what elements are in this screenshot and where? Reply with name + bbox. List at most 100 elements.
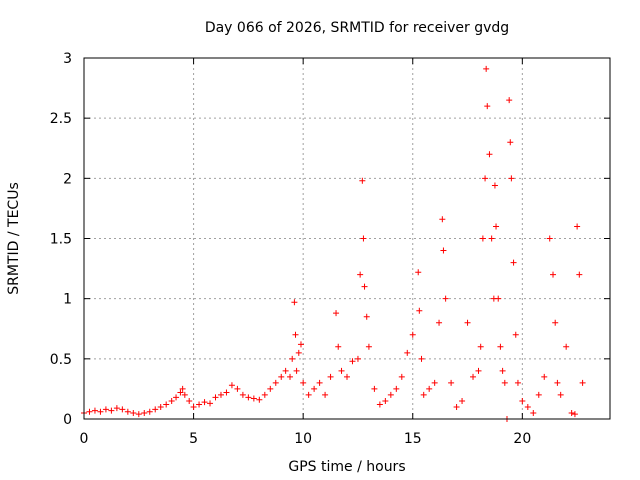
data-point xyxy=(234,385,241,392)
data-point xyxy=(297,341,304,348)
data-point xyxy=(282,367,289,374)
data-point xyxy=(322,391,329,398)
data-point xyxy=(491,182,498,189)
data-point xyxy=(359,177,366,184)
data-point xyxy=(130,409,137,416)
data-point xyxy=(146,408,153,415)
data-point xyxy=(152,406,159,413)
data-point xyxy=(568,409,575,416)
data-point xyxy=(557,391,564,398)
data-point xyxy=(576,271,583,278)
data-point xyxy=(415,269,422,276)
data-point xyxy=(256,396,263,403)
axis-ticks: 0 5 10 15 20 0 0.5 1 1.5 2 2.5 3 xyxy=(50,51,610,447)
data-point xyxy=(510,259,517,266)
data-point xyxy=(360,235,367,242)
data-point xyxy=(464,319,471,326)
y-tick-label: 0 xyxy=(63,412,72,428)
data-point xyxy=(574,223,581,230)
x-axis-label: GPS time / hours xyxy=(288,459,405,475)
data-point xyxy=(305,391,312,398)
data-point xyxy=(530,409,537,416)
data-point xyxy=(426,385,433,392)
y-tick-label: 0.5 xyxy=(50,352,72,368)
data-point xyxy=(293,367,300,374)
data-point xyxy=(416,307,423,314)
data-point xyxy=(228,382,235,389)
data-point xyxy=(409,331,416,338)
data-point xyxy=(278,373,285,380)
data-point xyxy=(186,397,193,404)
data-point xyxy=(223,389,230,396)
x-tick-label: 5 xyxy=(189,431,198,447)
data-point xyxy=(546,235,553,242)
data-point xyxy=(141,409,148,416)
data-point xyxy=(239,391,246,398)
data-point xyxy=(475,367,482,374)
grid-lines xyxy=(84,58,610,419)
data-point xyxy=(333,310,340,317)
chart-title: Day 066 of 2026, SRMTID for receiver gvd… xyxy=(205,20,509,36)
data-point xyxy=(448,379,455,386)
data-point xyxy=(393,385,400,392)
y-axis-label: SRMTID / TECUs xyxy=(6,182,22,295)
data-point xyxy=(289,355,296,362)
data-point xyxy=(108,407,115,414)
data-point xyxy=(477,343,484,350)
data-point xyxy=(212,394,219,401)
data-point xyxy=(495,295,502,302)
data-point xyxy=(512,331,519,338)
data-point xyxy=(535,391,542,398)
data-point xyxy=(571,411,578,418)
data-point xyxy=(295,349,302,356)
data-point xyxy=(272,379,279,386)
data-point xyxy=(335,343,342,350)
data-point xyxy=(501,379,508,386)
data-point xyxy=(519,397,526,404)
data-point xyxy=(201,399,208,406)
data-point xyxy=(563,343,570,350)
data-point xyxy=(459,397,466,404)
data-point xyxy=(499,367,506,374)
data-series-gvdg xyxy=(81,65,586,422)
plot-frame xyxy=(83,57,611,420)
data-point xyxy=(168,397,175,404)
x-tick-label: 0 xyxy=(80,431,89,447)
data-point xyxy=(398,373,405,380)
data-point xyxy=(316,379,323,386)
data-point xyxy=(493,223,500,230)
data-point xyxy=(524,403,531,410)
data-point xyxy=(470,373,477,380)
data-point xyxy=(354,355,361,362)
data-point xyxy=(261,391,268,398)
data-point xyxy=(287,373,294,380)
data-point xyxy=(300,379,307,386)
data-point xyxy=(554,379,561,386)
data-point xyxy=(311,385,318,392)
data-point xyxy=(439,216,446,223)
y-tick-label: 3 xyxy=(63,51,72,67)
data-point xyxy=(196,401,203,408)
data-point xyxy=(365,343,372,350)
data-point xyxy=(579,379,586,386)
data-point xyxy=(436,319,443,326)
data-point xyxy=(327,373,334,380)
y-tick-label: 1 xyxy=(63,292,72,308)
x-tick-label: 20 xyxy=(513,431,531,447)
data-point xyxy=(217,391,224,398)
data-point xyxy=(550,271,557,278)
data-point xyxy=(157,403,164,410)
data-point xyxy=(483,65,490,72)
data-point xyxy=(163,401,170,408)
x-tick-label: 10 xyxy=(294,431,312,447)
data-point xyxy=(357,271,364,278)
data-point xyxy=(181,391,188,398)
data-point xyxy=(363,313,370,320)
data-point xyxy=(177,389,184,396)
data-point xyxy=(387,391,394,398)
data-point xyxy=(418,355,425,362)
data-point xyxy=(291,299,298,306)
data-point xyxy=(404,349,411,356)
data-point xyxy=(497,343,504,350)
